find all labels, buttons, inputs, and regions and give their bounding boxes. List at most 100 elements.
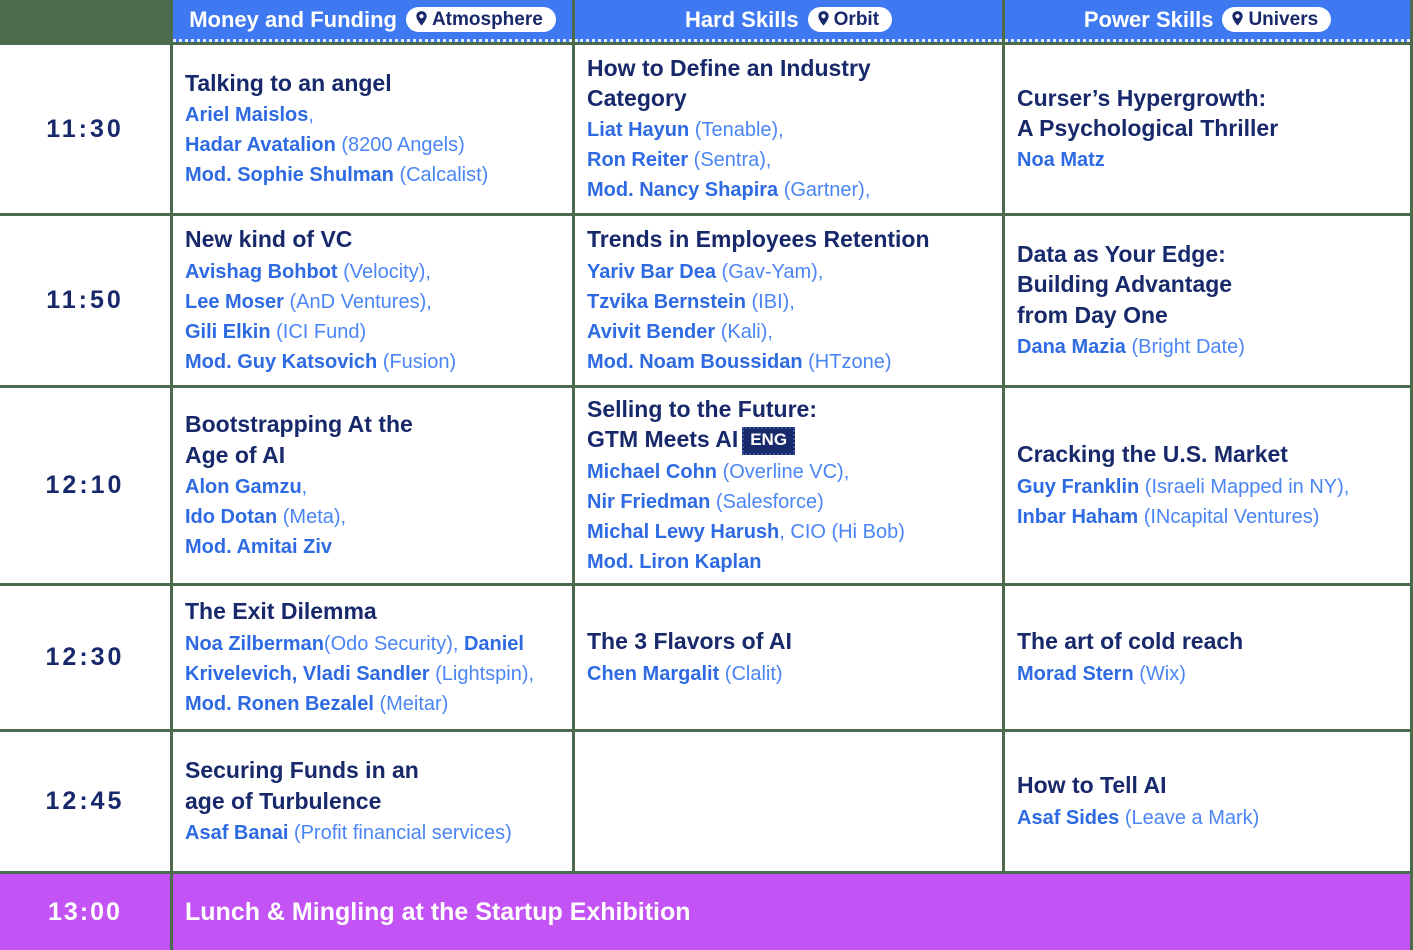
speaker-name: Mod. Nancy Shapira bbox=[587, 179, 779, 202]
time-label: 12:10 bbox=[0, 388, 170, 583]
speaker-affiliation: (Sentra), bbox=[688, 149, 772, 172]
eng-badge: ENG bbox=[742, 427, 796, 456]
speaker-name: Chen Margalit bbox=[587, 662, 720, 685]
session-title: Securing Funds in an age of Turbulence bbox=[185, 757, 419, 814]
location-pill: Univers bbox=[1222, 7, 1332, 32]
speaker-affiliation: (Velocity), bbox=[337, 260, 431, 283]
speaker-line: Gili Elkin (ICI Fund) bbox=[185, 317, 562, 347]
session-cell: The art of cold reach Morad Stern (Wix) bbox=[1005, 586, 1410, 729]
speaker-name: Hadar Avatalion bbox=[185, 134, 336, 157]
speaker-line: Avivit Bender (Kali), bbox=[587, 317, 992, 347]
speaker-name: Nir Friedman bbox=[587, 491, 711, 514]
speaker-name: Mod. Liron Kaplan bbox=[587, 551, 762, 574]
speaker-name: Ron Reiter bbox=[587, 149, 689, 172]
speaker-affiliation: (ICI Fund) bbox=[270, 320, 367, 343]
session-cell: How to Tell AI Asaf Sides (Leave a Mark) bbox=[1005, 732, 1410, 871]
session-cell: Curser’s Hypergrowth: A Psychological Thr… bbox=[1005, 45, 1410, 213]
speaker-name: Michael Cohn bbox=[587, 461, 718, 484]
location-pill: Orbit bbox=[807, 7, 893, 32]
speaker-affiliation: (HTzone) bbox=[802, 350, 892, 373]
speaker-affiliation: (Gav-Yam), bbox=[715, 260, 824, 283]
session-title: Talking to an angel bbox=[185, 69, 392, 96]
session-title: Selling to the Future: GTM Meets AI ENG bbox=[587, 394, 992, 456]
speaker-affiliation: (Leave a Mark) bbox=[1119, 806, 1260, 829]
location-label: Univers bbox=[1248, 9, 1319, 30]
speaker-name: Liat Hayun bbox=[587, 119, 690, 142]
speaker-name: Noa Zilberman bbox=[185, 632, 324, 655]
speaker-line: Hadar Avatalion (8200 Angels) bbox=[185, 130, 562, 160]
speaker-affiliation: (AnD Ventures), bbox=[283, 290, 432, 313]
speaker-line: Yariv Bar Dea (Gav-Yam), bbox=[587, 257, 992, 287]
speaker-affiliation: (Lightspin), bbox=[429, 662, 535, 685]
speaker-line: Mod. Noam Boussidan (HTzone) bbox=[587, 347, 992, 377]
speaker-line: Avishag Bohbot (Velocity), bbox=[185, 257, 562, 287]
session-cell: Selling to the Future: GTM Meets AI ENG Mic… bbox=[575, 388, 1002, 583]
session-title: How to Define an Industry Category bbox=[587, 54, 871, 111]
speaker-affiliation: (Wix) bbox=[1133, 662, 1186, 685]
speaker-line: Guy Franklin (Israeli Mapped in NY), bbox=[1017, 472, 1400, 502]
speaker-line: Alon Gamzu, bbox=[185, 472, 562, 502]
speaker-affiliation: , bbox=[301, 475, 308, 498]
speaker-name: Lee Moser bbox=[185, 290, 284, 313]
speaker-line: Ron Reiter (Sentra), bbox=[587, 145, 992, 175]
speaker-line: Michael Cohn (Overline VC), bbox=[587, 457, 992, 487]
speaker-name: Asaf Banai bbox=[185, 821, 289, 844]
speaker-line: Liat Hayun (Tenable), bbox=[587, 115, 992, 145]
speaker-line: Noa Zilberman(Odo Security), Daniel Kriv… bbox=[185, 629, 562, 689]
speaker-line: Ariel Maislos, bbox=[185, 100, 562, 130]
speaker-affiliation: (Overline VC), bbox=[717, 461, 850, 484]
speaker-affiliation: (Fusion) bbox=[377, 350, 457, 373]
session-cell: Data as Your Edge: Building Advantage from… bbox=[1005, 216, 1410, 385]
speaker-name: Noa Matz bbox=[1017, 149, 1105, 172]
track-header-power-skills: Power Skills Univers bbox=[1005, 0, 1410, 42]
empty-cell bbox=[575, 732, 1002, 871]
speaker-name: Ido Dotan bbox=[185, 505, 278, 528]
speaker-name: Tzvika Bernstein bbox=[587, 290, 746, 313]
track-header-hard-skills: Hard Skills Orbit bbox=[575, 0, 1002, 42]
speaker-name: Ariel Maislos bbox=[185, 104, 309, 127]
speaker-line: Tzvika Bernstein (IBI), bbox=[587, 287, 992, 317]
location-label: Atmosphere bbox=[431, 9, 543, 30]
header-corner bbox=[0, 0, 170, 42]
speaker-line: Mod. Amitai Ziv bbox=[185, 532, 562, 562]
speaker-line: Mod. Ronen Bezalel (Meitar) bbox=[185, 689, 562, 719]
speaker-line: Ido Dotan (Meta), bbox=[185, 502, 562, 532]
session-cell: Trends in Employees Retention Yariv Bar D… bbox=[575, 216, 1002, 385]
session-cell: Talking to an angel Ariel Maislos, Hadar A… bbox=[173, 45, 572, 213]
speaker-affiliation: (8200 Angels) bbox=[335, 134, 465, 157]
speaker-name: Mod. Amitai Ziv bbox=[185, 535, 333, 558]
speaker-affiliation: (Salesforce) bbox=[710, 491, 824, 514]
speaker-line: Mod. Guy Katsovich (Fusion) bbox=[185, 347, 562, 377]
speaker-line: Morad Stern (Wix) bbox=[1017, 659, 1400, 689]
speaker-line: Asaf Banai (Profit financial services) bbox=[185, 818, 562, 848]
speaker-name: Avishag Bohbot bbox=[185, 260, 338, 283]
speaker-line: Dana Mazia (Bright Date) bbox=[1017, 332, 1400, 362]
time-label: 11:50 bbox=[0, 216, 170, 385]
speaker-name: Alon Gamzu bbox=[185, 475, 302, 498]
speaker-name: Mod. Sophie Shulman bbox=[185, 164, 394, 187]
speaker-line: Mod. Sophie Shulman (Calcalist) bbox=[185, 160, 562, 190]
time-label: 12:45 bbox=[0, 732, 170, 871]
speaker-affiliation: (INcapital Ventures) bbox=[1138, 505, 1320, 528]
speaker-line: Mod. Nancy Shapira (Gartner), bbox=[587, 175, 992, 205]
speaker-name: Mod. Guy Katsovich bbox=[185, 350, 378, 373]
speaker-affiliation: (Meta), bbox=[277, 505, 347, 528]
speaker-affiliation: (Profit financial services) bbox=[288, 821, 512, 844]
speaker-affiliation: (Gartner), bbox=[778, 179, 871, 202]
lunch-time-label: 13:00 bbox=[0, 874, 170, 950]
location-label: Orbit bbox=[833, 9, 880, 30]
speaker-name: Mod. Ronen Bezalel bbox=[185, 692, 374, 715]
speaker-line: Nir Friedman (Salesforce) bbox=[587, 487, 992, 517]
speaker-name: Inbar Haham bbox=[1017, 505, 1139, 528]
session-title: How to Tell AI bbox=[1017, 772, 1167, 799]
session-cell: Securing Funds in an age of Turbulence Asa… bbox=[173, 732, 572, 871]
location-pin-icon bbox=[416, 11, 427, 26]
speaker-name: Dana Mazia bbox=[1017, 336, 1126, 359]
session-title: The 3 Flavors of AI bbox=[587, 628, 792, 655]
speaker-name: Michal Lewy Harush bbox=[587, 521, 780, 544]
session-cell: The Exit Dilemma Noa Zilberman(Odo Securi… bbox=[173, 586, 572, 729]
speaker-line: Noa Matz bbox=[1017, 145, 1400, 175]
speaker-affiliation: (Meitar) bbox=[373, 692, 449, 715]
lunch-session-label: Lunch & Mingling at the Startup Exhibiti… bbox=[173, 874, 1410, 950]
